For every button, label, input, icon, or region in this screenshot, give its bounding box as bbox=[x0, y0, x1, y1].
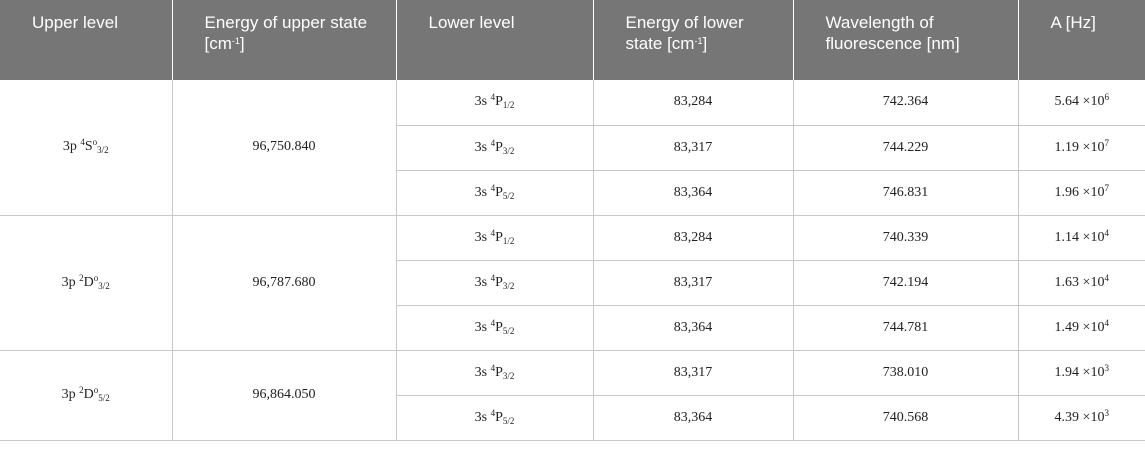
a-coefficient-cell: 1.49 ×104 bbox=[1017, 304, 1145, 351]
a-coefficient-cell: 5.64 ×106 bbox=[1017, 80, 1145, 126]
lower-level-cell: 3s 4P5/2 bbox=[396, 304, 594, 351]
wavelength-cell: 738.010 bbox=[792, 349, 1019, 396]
table-row: 3p 2Do5/2 96,864.050 3s 4P3/2 83,317 738… bbox=[0, 349, 1145, 441]
header-row: Upper level Energy of upper state [cm-1]… bbox=[0, 0, 1145, 80]
upper-level-cell: 3p 2Do3/2 bbox=[0, 214, 173, 351]
lower-level-cell: 3s 4P3/2 bbox=[396, 259, 594, 306]
a-coefficient-cell: 1.14 ×104 bbox=[1017, 214, 1145, 261]
upper-level-cell: 3p 4So3/2 bbox=[0, 80, 173, 216]
wavelength-cell: 742.364 bbox=[792, 80, 1019, 126]
table-row: 3s 4P3/2 83,317 742.194 1.63 ×104 bbox=[0, 259, 1145, 306]
header-lower-energy: Energy of lower state [cm-1] bbox=[593, 0, 794, 80]
a-coefficient-cell: 1.63 ×104 bbox=[1017, 259, 1145, 306]
header-lower-level: Lower level bbox=[396, 0, 594, 80]
lower-energy-cell: 83,364 bbox=[592, 169, 794, 216]
wavelength-cell: 742.194 bbox=[792, 259, 1019, 306]
lower-energy-cell: 83,364 bbox=[592, 394, 794, 441]
upper-energy-cell: 96,864.050 bbox=[171, 349, 397, 441]
lower-level-cell: 3s 4P5/2 bbox=[396, 394, 594, 441]
lower-energy-cell: 83,317 bbox=[592, 349, 794, 396]
wavelength-cell: 746.831 bbox=[792, 169, 1019, 216]
lower-level-cell: 3s 4P5/2 bbox=[396, 169, 594, 216]
a-coefficient-cell: 1.19 ×107 bbox=[1017, 124, 1145, 171]
header-a-coefficient: A [Hz] bbox=[1018, 0, 1145, 80]
lower-level-cell: 3s 4P1/2 bbox=[395, 214, 594, 261]
wavelength-cell: 740.339 bbox=[792, 214, 1019, 261]
table-header: Upper level Energy of upper state [cm-1]… bbox=[0, 0, 1145, 80]
lower-energy-cell: 83,317 bbox=[592, 124, 794, 171]
upper-energy-cell: 96,787.680 bbox=[171, 214, 397, 351]
table-body: 3p 4So3/2 96,750.840 3s 4P1/2 83,284 742… bbox=[0, 80, 1145, 441]
transition-table: Upper level Energy of upper state [cm-1]… bbox=[0, 0, 1145, 441]
header-upper-energy: Energy of upper state [cm-1] bbox=[172, 0, 397, 80]
wavelength-cell: 744.229 bbox=[792, 124, 1019, 171]
upper-energy-cell: 96,750.840 bbox=[171, 80, 397, 216]
lower-energy-cell: 83,364 bbox=[592, 304, 794, 351]
table-row: 3s 4P5/2 83,364 740.568 4.39 ×103 bbox=[0, 394, 1145, 441]
lower-level-cell: 3s 4P3/2 bbox=[396, 124, 594, 171]
lower-energy-cell: 83,317 bbox=[592, 259, 794, 306]
a-coefficient-cell: 4.39 ×103 bbox=[1017, 394, 1145, 441]
lower-level-cell: 3s 4P1/2 bbox=[395, 80, 594, 126]
header-wavelength: Wavelength of fluorescence [nm] bbox=[793, 0, 1019, 80]
header-upper-level: Upper level bbox=[0, 0, 173, 80]
a-coefficient-cell: 1.94 ×103 bbox=[1017, 349, 1145, 396]
lower-energy-cell: 83,284 bbox=[592, 80, 794, 126]
wavelength-cell: 744.781 bbox=[792, 304, 1019, 351]
upper-level-cell: 3p 2Do5/2 bbox=[0, 349, 173, 441]
lower-level-cell: 3s 4P3/2 bbox=[395, 349, 594, 396]
lower-energy-cell: 83,284 bbox=[592, 214, 794, 261]
a-coefficient-cell: 1.96 ×107 bbox=[1017, 169, 1145, 216]
table-row: 3s 4P5/2 83,364 746.831 1.96 ×107 bbox=[0, 169, 1145, 216]
table-row: 3p 2Do3/2 96,787.680 3s 4P1/2 83,284 740… bbox=[0, 214, 1145, 351]
wavelength-cell: 740.568 bbox=[792, 394, 1019, 441]
table-row: 3p 4So3/2 96,750.840 3s 4P1/2 83,284 742… bbox=[0, 80, 1145, 216]
